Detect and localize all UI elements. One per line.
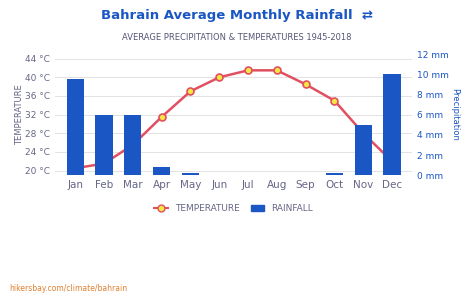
Bar (95, 115, 113, 175)
Y-axis label: TEMPERATURE: TEMPERATURE (15, 84, 24, 145)
Bar (66, 79, 84, 175)
Bar (355, 125, 372, 175)
Text: hikersbay.com/climate/bahrain: hikersbay.com/climate/bahrain (9, 284, 128, 293)
Bar (326, 173, 343, 175)
Bar (182, 173, 199, 175)
Text: AVERAGE PRECIPITATION & TEMPERATURES 1945-2018: AVERAGE PRECIPITATION & TEMPERATURES 194… (122, 33, 352, 41)
Bar (124, 115, 141, 175)
Text: Bahrain Average Monthly Rainfall  ⇄: Bahrain Average Monthly Rainfall ⇄ (101, 9, 373, 22)
Bar (383, 74, 401, 175)
Y-axis label: Precipitation: Precipitation (450, 88, 459, 141)
Legend: TEMPERATURE, RAINFALL: TEMPERATURE, RAINFALL (151, 201, 317, 217)
Bar (153, 167, 170, 175)
